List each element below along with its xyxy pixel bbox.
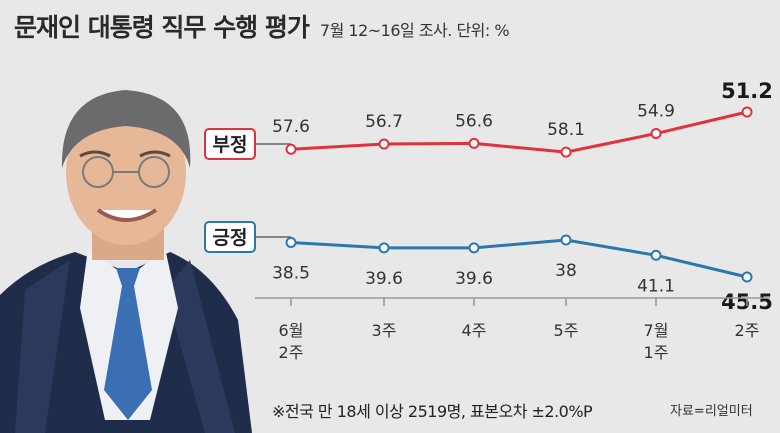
x-tick-label: 3주 <box>372 321 397 340</box>
data-label: 38.5 <box>272 263 310 283</box>
data-label: 39.6 <box>455 269 493 289</box>
x-tick-label: 5주 <box>554 321 579 340</box>
data-point <box>378 138 390 150</box>
series-badge-0 <box>204 128 256 160</box>
footnote: ※전국 만 18세 이상 2519명, 표본오차 ±2.0%P <box>272 402 593 421</box>
data-label: 51.2 <box>721 79 773 103</box>
series-line-1 <box>290 238 748 279</box>
chart-title: 문재인 대통령 직무 수행 평가 <box>14 13 310 42</box>
data-point <box>468 137 480 149</box>
x-tick-label: 2주 <box>735 321 760 340</box>
series-name-label: 긍정 <box>213 227 248 249</box>
data-point <box>650 128 662 140</box>
series-badge-1 <box>204 221 256 253</box>
data-point <box>560 146 572 158</box>
data-point <box>741 106 753 118</box>
data-point <box>560 234 572 246</box>
series-line-0 <box>290 110 748 154</box>
data-point <box>378 242 390 254</box>
data-label: 56.7 <box>365 112 403 132</box>
data-point <box>468 242 480 254</box>
data-point <box>650 249 662 261</box>
data-label: 39.6 <box>365 269 403 289</box>
x-tick-label: 4주 <box>462 321 487 340</box>
data-label: 58.1 <box>547 120 585 140</box>
data-point <box>285 143 297 155</box>
data-point <box>285 236 297 248</box>
title-row: 문재인 대통령 직무 수행 평가 7월 12~16일 조사. 단위: % <box>14 8 510 44</box>
chart-subtitle: 7월 12~16일 조사. 단위: % <box>319 21 510 40</box>
data-point <box>741 271 753 283</box>
series-name-label: 부정 <box>213 134 248 156</box>
data-label: 41.1 <box>637 276 675 296</box>
x-tick-label: 6월 2주 <box>279 321 304 362</box>
president-portrait <box>0 90 252 433</box>
data-label: 56.6 <box>455 111 493 131</box>
source-credit: 자료=리얼미터 <box>670 404 753 419</box>
data-label: 54.9 <box>637 102 675 122</box>
x-tick-label: 7월 1주 <box>644 321 669 362</box>
data-label: 57.6 <box>272 117 310 137</box>
data-label: 38 <box>555 261 577 281</box>
